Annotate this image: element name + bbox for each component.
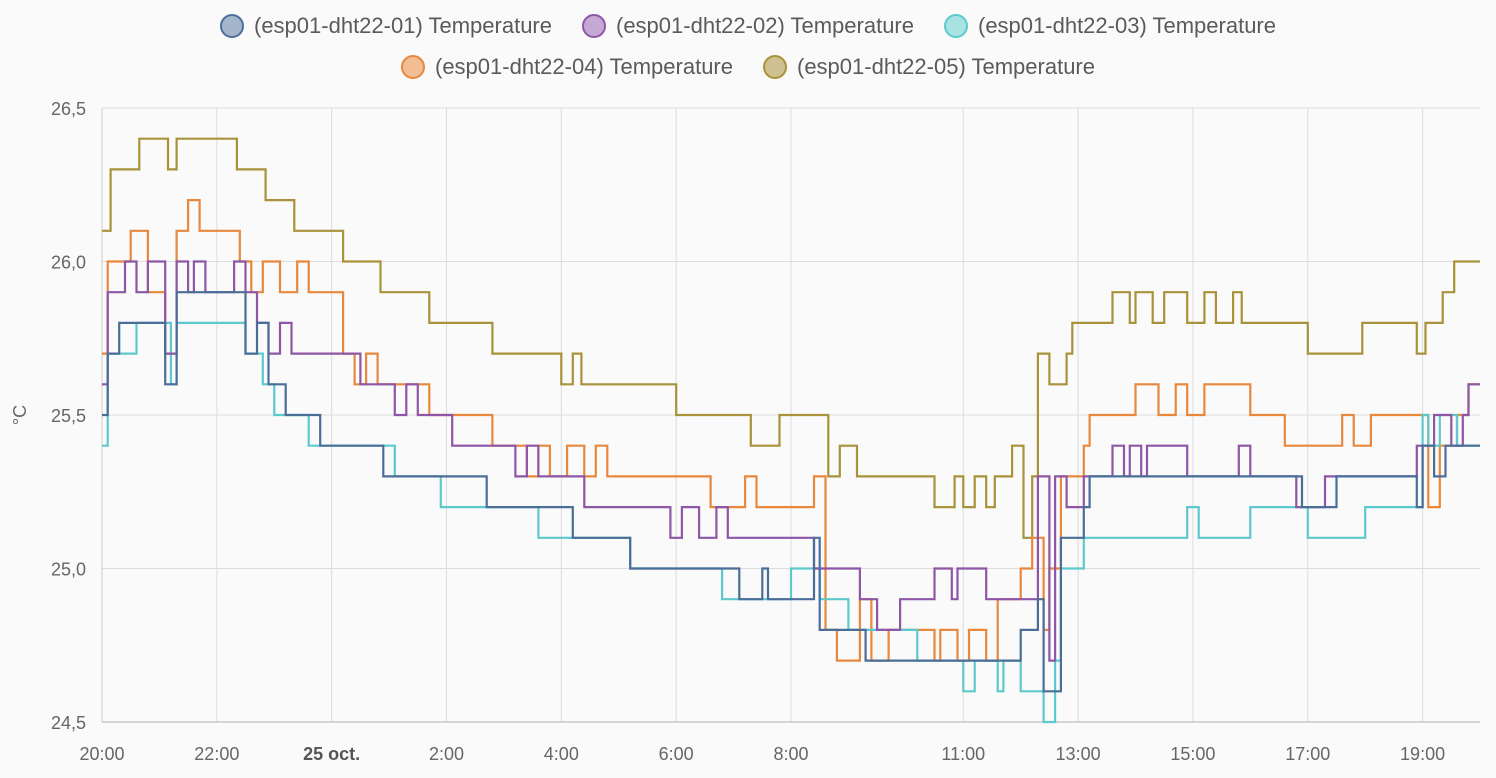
series-line-5 [102, 137, 1480, 539]
legend-label: (esp01-dht22-01) Temperature [254, 13, 552, 38]
legend-swatch [944, 14, 968, 38]
y-tick-label: 25,5 [51, 406, 86, 426]
legend-swatch [220, 14, 244, 38]
legend-item-4[interactable]: (esp01-dht22-04) Temperature [401, 54, 733, 80]
x-tick-label: 22:00 [194, 744, 239, 764]
series-line-1 [102, 291, 1480, 693]
x-tick-label: 25 oct. [303, 744, 360, 764]
x-tick-label: 15:00 [1170, 744, 1215, 764]
y-tick-label: 24,5 [51, 713, 86, 733]
x-tick-label: 6:00 [659, 744, 694, 764]
legend-swatch [582, 14, 606, 38]
legend-item-5[interactable]: (esp01-dht22-05) Temperature [763, 54, 1095, 80]
legend-label: (esp01-dht22-03) Temperature [978, 13, 1276, 38]
y-tick-label: 26,0 [51, 253, 86, 273]
y-axis-label: °C [10, 405, 30, 425]
legend-label: (esp01-dht22-02) Temperature [616, 13, 914, 38]
legend-row-2: (esp01-dht22-04) Temperature (esp01-dht22… [0, 54, 1496, 80]
x-tick-label: 8:00 [773, 744, 808, 764]
x-tick-label: 13:00 [1056, 744, 1101, 764]
legend-label: (esp01-dht22-04) Temperature [435, 54, 733, 79]
legend-item-2[interactable]: (esp01-dht22-02) Temperature [582, 13, 914, 39]
x-tick-label: 19:00 [1400, 744, 1445, 764]
legend-swatch [763, 55, 787, 79]
legend-item-1[interactable]: (esp01-dht22-01) Temperature [220, 13, 552, 39]
y-tick-label: 25,0 [51, 560, 86, 580]
legend-row-1: (esp01-dht22-01) Temperature (esp01-dht22… [0, 13, 1496, 39]
x-tick-label: 4:00 [544, 744, 579, 764]
x-tick-label: 17:00 [1285, 744, 1330, 764]
legend-swatch [401, 55, 425, 79]
x-tick-label: 2:00 [429, 744, 464, 764]
x-tick-label: 20:00 [79, 744, 124, 764]
x-tick-label: 11:00 [941, 744, 985, 764]
legend-label: (esp01-dht22-05) Temperature [797, 54, 1095, 79]
y-tick-label: 26,5 [51, 99, 86, 119]
legend-item-3[interactable]: (esp01-dht22-03) Temperature [944, 13, 1276, 39]
series-line-2 [102, 260, 1480, 662]
